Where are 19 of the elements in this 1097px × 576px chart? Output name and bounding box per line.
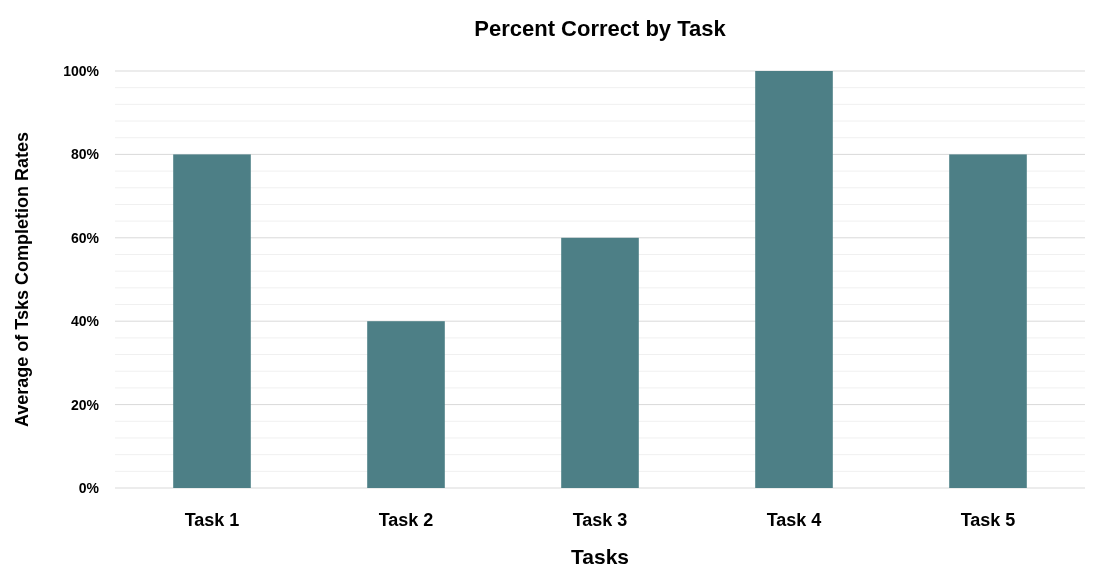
bar (949, 154, 1027, 488)
y-axis-title: Average of Tsks Completion Rates (12, 131, 32, 428)
x-tick-label: Task 2 (378, 510, 434, 530)
bar (367, 321, 445, 488)
chart-title: Percent Correct by Task (474, 16, 727, 41)
x-tick-label: Task 1 (184, 510, 240, 530)
y-tick-label: 100% (63, 62, 100, 79)
x-tick-label: Task 4 (766, 510, 822, 530)
bar (173, 154, 251, 488)
y-tick-label: 60% (70, 229, 100, 246)
y-tick-label: 20% (70, 396, 100, 413)
x-tick-label: Task 5 (960, 510, 1016, 530)
y-tick-label: 40% (70, 313, 100, 330)
y-tick-label: 0% (78, 479, 100, 496)
x-axis-title: Tasks (571, 545, 629, 568)
y-tick-label: 80% (70, 146, 100, 163)
x-tick-label: Task 3 (572, 510, 628, 530)
bar (755, 71, 833, 488)
bar (561, 237, 639, 488)
